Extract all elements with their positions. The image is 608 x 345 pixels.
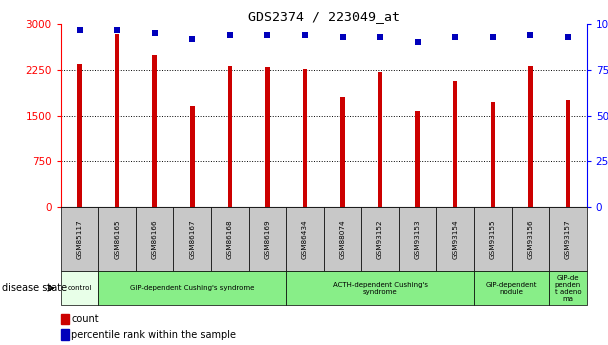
- Text: GSM86165: GSM86165: [114, 219, 120, 259]
- Title: GDS2374 / 223049_at: GDS2374 / 223049_at: [248, 10, 400, 23]
- Text: GSM93152: GSM93152: [377, 219, 383, 259]
- Bar: [378, 72, 382, 207]
- Bar: [303, 69, 307, 207]
- Bar: [115, 34, 119, 207]
- Text: count: count: [71, 314, 99, 324]
- Bar: [153, 55, 157, 207]
- Text: ACTH-dependent Cushing's
syndrome: ACTH-dependent Cushing's syndrome: [333, 282, 427, 295]
- Point: [75, 27, 85, 32]
- Text: GSM85117: GSM85117: [77, 219, 83, 259]
- Point: [451, 34, 460, 40]
- Bar: [265, 67, 270, 207]
- Text: GSM88074: GSM88074: [339, 219, 345, 259]
- Text: GSM93157: GSM93157: [565, 219, 571, 259]
- Text: GIP-dependent Cushing's syndrome: GIP-dependent Cushing's syndrome: [130, 285, 255, 291]
- Bar: [61, 271, 98, 305]
- Text: GSM86168: GSM86168: [227, 219, 233, 259]
- Bar: [323, 207, 361, 271]
- Point: [488, 34, 498, 40]
- Bar: [98, 271, 286, 305]
- Text: GSM86434: GSM86434: [302, 219, 308, 259]
- Bar: [61, 329, 69, 340]
- Text: GSM93155: GSM93155: [490, 219, 496, 259]
- Point: [187, 36, 197, 41]
- Point: [337, 34, 347, 40]
- Bar: [286, 207, 324, 271]
- Text: GSM93153: GSM93153: [415, 219, 421, 259]
- Point: [563, 34, 573, 40]
- Bar: [340, 97, 345, 207]
- Text: GSM93154: GSM93154: [452, 219, 458, 259]
- Bar: [190, 106, 195, 207]
- Point: [225, 32, 235, 38]
- Bar: [136, 207, 173, 271]
- Text: GIP-de
penden
t adeno
ma: GIP-de penden t adeno ma: [554, 275, 581, 302]
- Bar: [249, 207, 286, 271]
- Bar: [453, 81, 457, 207]
- Bar: [61, 207, 98, 271]
- Bar: [565, 100, 570, 207]
- Text: percentile rank within the sample: percentile rank within the sample: [71, 330, 237, 340]
- Point: [525, 32, 535, 38]
- Bar: [549, 207, 587, 271]
- Point: [263, 32, 272, 38]
- Bar: [415, 111, 420, 207]
- Bar: [227, 66, 232, 207]
- Point: [375, 34, 385, 40]
- Bar: [77, 64, 82, 207]
- Bar: [474, 207, 511, 271]
- Text: GSM93156: GSM93156: [527, 219, 533, 259]
- Bar: [211, 207, 249, 271]
- Bar: [491, 101, 495, 207]
- Bar: [173, 207, 211, 271]
- Bar: [361, 207, 399, 271]
- Point: [112, 27, 122, 32]
- Text: GSM86167: GSM86167: [189, 219, 195, 259]
- Bar: [98, 207, 136, 271]
- Point: [150, 31, 159, 36]
- Text: disease state: disease state: [2, 283, 67, 293]
- Bar: [61, 314, 69, 324]
- Bar: [549, 271, 587, 305]
- Text: GIP-dependent
nodule: GIP-dependent nodule: [486, 282, 537, 295]
- Point: [300, 32, 310, 38]
- Bar: [474, 271, 549, 305]
- Bar: [528, 66, 533, 207]
- Bar: [286, 271, 474, 305]
- Text: GSM86166: GSM86166: [152, 219, 157, 259]
- Bar: [437, 207, 474, 271]
- Point: [413, 40, 423, 45]
- Bar: [511, 207, 549, 271]
- Text: control: control: [67, 285, 92, 291]
- Bar: [399, 207, 437, 271]
- Text: GSM86169: GSM86169: [264, 219, 271, 259]
